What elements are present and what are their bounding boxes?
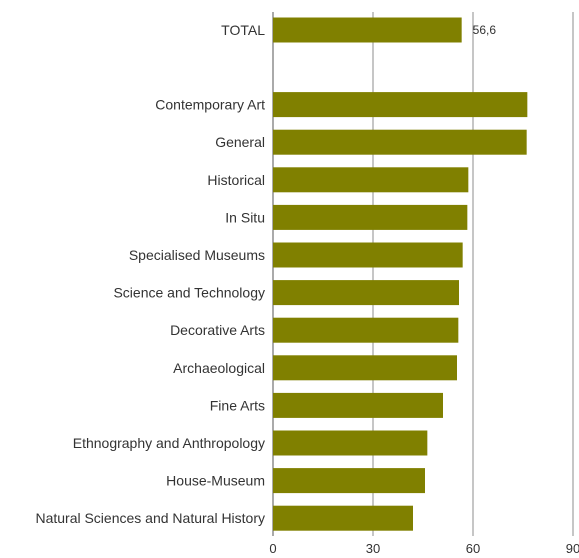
bar-science-and-technology bbox=[273, 280, 459, 306]
category-label: Fine Arts bbox=[210, 397, 265, 413]
bar-fine-arts bbox=[273, 392, 443, 418]
category-label: Archaeological bbox=[173, 360, 265, 376]
bar-house-museum bbox=[273, 468, 425, 494]
category-label: House-Museum bbox=[166, 473, 265, 489]
bar-natural-sciences-and-natural-history bbox=[273, 505, 413, 531]
gridlines bbox=[272, 12, 574, 536]
x-tick-label: 60 bbox=[466, 541, 480, 556]
category-label: In Situ bbox=[225, 209, 265, 225]
data-labels: 56,6 bbox=[473, 23, 497, 37]
x-tick-label: 0 bbox=[269, 541, 276, 556]
bar-archaeological bbox=[273, 355, 457, 381]
x-tick-label: 30 bbox=[366, 541, 380, 556]
category-label: General bbox=[215, 134, 265, 150]
bar-specialised-museums bbox=[273, 242, 463, 268]
bars bbox=[273, 17, 528, 531]
category-label: Historical bbox=[207, 172, 265, 188]
bar-total bbox=[273, 17, 462, 43]
data-label: 56,6 bbox=[473, 23, 497, 37]
category-label: Specialised Museums bbox=[129, 247, 265, 263]
bar-ethnography-and-anthropology bbox=[273, 430, 428, 456]
category-labels: TOTAL Contemporary Art General Historical In… bbox=[35, 22, 265, 526]
category-label: Ethnography and Anthropology bbox=[73, 435, 265, 451]
category-label: Natural Sciences and Natural History bbox=[35, 510, 265, 526]
category-label: Science and Technology bbox=[113, 285, 265, 301]
category-label: Contemporary Art bbox=[155, 97, 265, 113]
category-label: TOTAL bbox=[221, 22, 265, 38]
bar-in-situ bbox=[273, 204, 468, 230]
bar-decorative-arts bbox=[273, 317, 459, 343]
category-label: Decorative Arts bbox=[170, 322, 265, 338]
bar-historical bbox=[273, 167, 469, 193]
bar-contemporary-art bbox=[273, 92, 528, 118]
x-axis-tick-labels: 0 30 60 90 bbox=[269, 541, 579, 556]
bar-general bbox=[273, 129, 527, 155]
x-tick-label: 90 bbox=[566, 541, 579, 556]
